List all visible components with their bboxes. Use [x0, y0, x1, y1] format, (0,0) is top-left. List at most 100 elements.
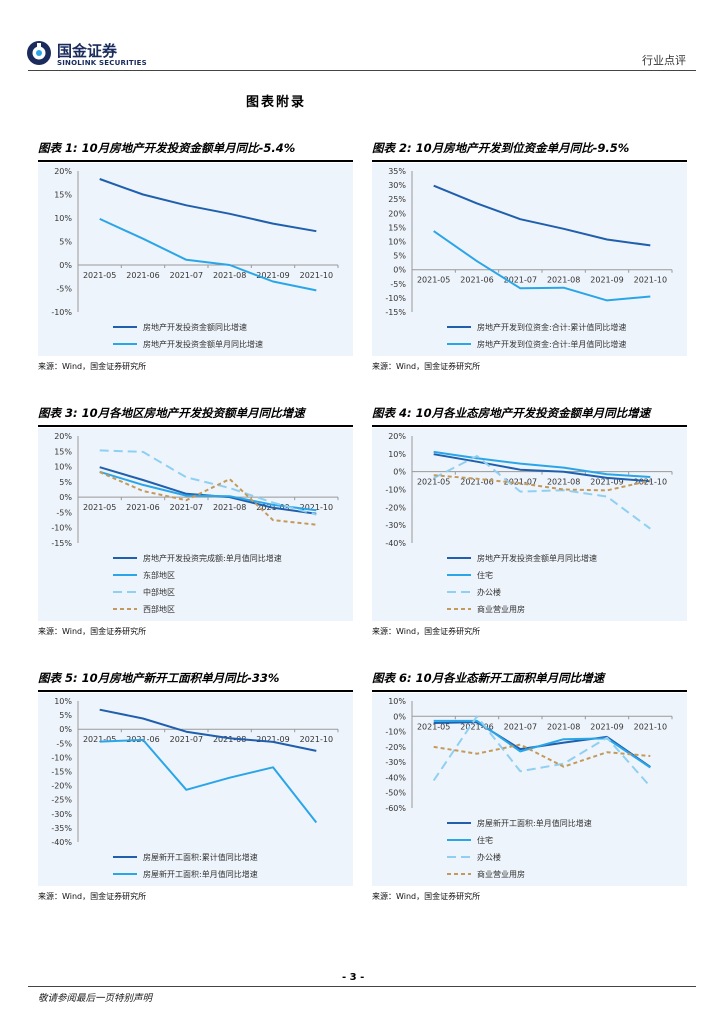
chart-panel-5: 图表 5: 10月房地产新开工面积单月同比-33% 10% 5% 0% -5% -10%…: [38, 670, 353, 905]
y-tick-label: -60%: [385, 804, 406, 813]
y-tick-label: -20%: [385, 743, 406, 752]
y-tick-label: -40%: [51, 838, 72, 847]
disclaimer-note: 敬请参阅最后一页特别声明: [38, 993, 153, 1004]
chart-panel-4: 图表 4: 10月各业态房地产开发投资金额单月同比增速 20% 10% 0% -10%…: [372, 405, 687, 640]
y-tick-label: 20%: [54, 167, 72, 176]
series-line-4: [433, 474, 651, 492]
y-tick-label: 15%: [54, 191, 72, 200]
x-tick-label: 2021-05: [417, 478, 450, 487]
y-tick-label: -50%: [385, 789, 406, 798]
y-tick-label: -30%: [385, 521, 406, 530]
y-tick-label: 0%: [393, 712, 406, 721]
x-tick-label: 2021-06: [460, 722, 493, 731]
chart-title: 图表 6: 10月各业态新开工面积单月同比增速: [372, 671, 605, 685]
x-tick-label: 2021-05: [83, 735, 116, 744]
source-note: 来源：Wind，国金证券研究所: [372, 627, 481, 636]
y-tick-label: -5%: [56, 739, 72, 748]
series-line-2: [433, 450, 651, 478]
legend-label: 办公楼: [477, 852, 501, 862]
y-tick-label: 5%: [393, 252, 406, 261]
chart-6-plot: 10% 0% -10% -20% -30% -40% -50% -60% 2021-05 2021…: [385, 697, 673, 879]
chart-title: 图表 1: 10月房地产开发投资金额单月同比-5.4%: [38, 141, 296, 155]
y-tick-label: 10%: [54, 697, 72, 706]
x-tick-label: 2021-07: [504, 722, 537, 731]
x-tick-label: 2021-07: [170, 735, 203, 744]
x-tick-label: 2021-08: [213, 735, 246, 744]
legend-label: 住宅: [477, 570, 493, 580]
chart-title: 图表 4: 10月各业态房地产开发投资金额单月同比增速: [372, 406, 651, 420]
x-tick-label: 2021-08: [547, 722, 580, 731]
series-line-2: [99, 470, 317, 512]
chart-2-plot: 35% 30% 25% 20% 15% 10% 5% 0% -5% -10% -15% 2021-05…: [385, 167, 673, 349]
x-tick-label: 2021-06: [460, 276, 493, 285]
series-line-1: [99, 708, 317, 752]
x-tick-label: 2021-06: [126, 503, 159, 512]
x-tick-label: 2021-07: [504, 276, 537, 285]
chart-4-plot: 20% 10% 0% -10% -20% -30% -40% 2021-05 2021-06 20…: [385, 432, 673, 614]
y-tick-label: -15%: [51, 539, 72, 548]
y-tick-label: 15%: [388, 223, 406, 232]
y-tick-label: 35%: [388, 167, 406, 176]
y-tick-label: -40%: [385, 773, 406, 782]
series-line-1: [99, 178, 317, 233]
source-note: 来源：Wind，国金证券研究所: [38, 362, 147, 371]
page-number: - 3 -: [342, 972, 365, 983]
logo-english-name: SINOLINK SECURITIES: [57, 59, 147, 67]
legend-label: 房屋新开工面积:单月值同比增速: [477, 818, 592, 828]
series-line-4: [99, 471, 317, 526]
legend-label: 房地产开发投资完成额:单月值同比增速: [143, 553, 282, 563]
logo-chinese-name: 国金证券: [57, 42, 118, 60]
x-tick-label: 2021-08: [213, 271, 246, 280]
y-tick-label: 10%: [388, 238, 406, 247]
series-line-1: [433, 453, 651, 483]
x-tick-label: 2021-05: [83, 503, 116, 512]
legend-label: 房地产开发投资金额单月同比增速: [143, 339, 263, 349]
series-line-3: [433, 455, 651, 530]
legend-label: 西部地区: [143, 604, 175, 614]
report-category: 行业点评: [642, 54, 686, 67]
legend-label: 商业营业用房: [477, 604, 525, 614]
title-rule: [372, 425, 687, 427]
y-tick-label: 0%: [393, 266, 406, 275]
x-tick-label: 2021-09: [256, 735, 289, 744]
x-tick-label: 2021-10: [300, 271, 333, 280]
chart-title: 图表 5: 10月房地产新开工面积单月同比-33%: [38, 671, 280, 685]
y-tick-label: 10%: [54, 214, 72, 223]
x-tick-label: 2021-07: [504, 478, 537, 487]
y-tick-label: 15%: [54, 447, 72, 456]
y-tick-label: -5%: [56, 508, 72, 517]
y-tick-label: -35%: [51, 824, 72, 833]
y-tick-label: -15%: [51, 768, 72, 777]
logo-emblem-icon: [27, 41, 51, 65]
y-tick-label: 20%: [54, 432, 72, 441]
legend-label: 房地产开发投资金额单月同比增速: [477, 553, 597, 563]
y-tick-label: 30%: [388, 181, 406, 190]
y-tick-label: 0%: [393, 468, 406, 477]
legend-label: 商业营业用房: [477, 869, 525, 879]
x-tick-label: 2021-06: [460, 478, 493, 487]
legend-label: 住宅: [477, 835, 493, 845]
chart-title: 图表 2: 10月房地产开发到位资金单月同比-9.5%: [372, 141, 630, 155]
series-line-4: [433, 743, 651, 768]
legend-label: 房地产开发到位资金:合计:单月值同比增速: [477, 339, 626, 349]
y-tick-label: 25%: [388, 195, 406, 204]
series-line-3: [432, 715, 652, 788]
series-line-2: [99, 738, 318, 824]
y-tick-label: 5%: [59, 711, 72, 720]
y-tick-label: -10%: [51, 753, 72, 762]
legend-label: 东部地区: [143, 570, 175, 580]
y-tick-label: 20%: [388, 432, 406, 441]
y-tick-label: 0%: [59, 725, 72, 734]
x-tick-label: 2021-09: [590, 478, 623, 487]
x-tick-label: 2021-09: [590, 722, 623, 731]
y-tick-label: -5%: [390, 280, 406, 289]
y-tick-label: 10%: [54, 463, 72, 472]
footer-divider: [28, 986, 696, 987]
y-tick-label: -10%: [385, 486, 406, 495]
series-line-2: [99, 217, 317, 292]
title-rule: [38, 425, 353, 427]
y-tick-label: -30%: [385, 758, 406, 767]
y-tick-label: -40%: [385, 539, 406, 548]
series-line-1: [433, 184, 651, 247]
chart-title: 图表 3: 10月各地区房地产开发投资额单月同比增速: [38, 406, 305, 420]
